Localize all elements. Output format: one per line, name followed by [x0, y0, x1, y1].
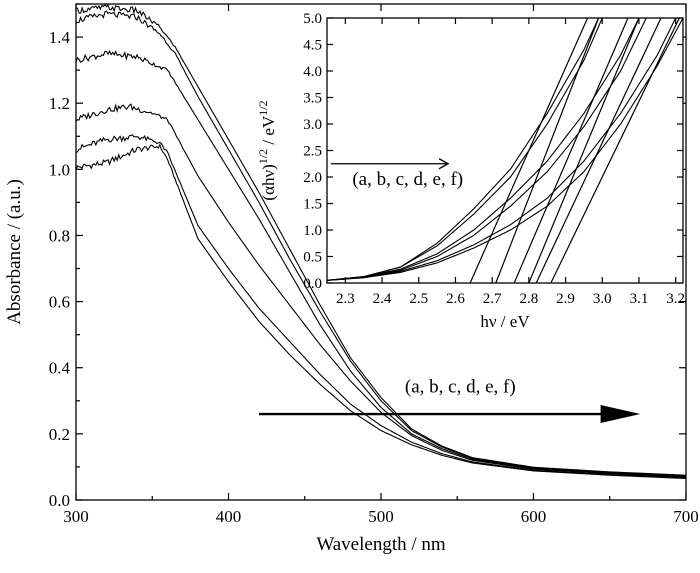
- absorbance-curve-1: [75, 143, 687, 480]
- y-axis-title: Absorbance / (a.u.): [4, 179, 25, 325]
- y-tick-label: 0.6: [49, 293, 70, 312]
- tauc-curve-2: [327, 18, 683, 281]
- inset-plot: 2.3 2.4 2.5 2.6 2.7 2.8 2.9 3.0 3.1 3.2 0.0 0.5 1.0 1…: [256, 11, 685, 331]
- x-axis-title: Wavelength / nm: [316, 534, 446, 555]
- inset-x-tick-label: 3.2: [666, 291, 685, 307]
- tauc-fit-line-6: [550, 18, 680, 283]
- y-tick-label: 0.0: [49, 491, 70, 510]
- absorbance-curve-5: [75, 10, 687, 477]
- absorbance-curve-6: [75, 3, 687, 476]
- x-tick-label: 700: [673, 507, 699, 526]
- inset-y-tick-label: 2.5: [303, 144, 322, 160]
- inset-y-tick-label: 3.5: [303, 91, 322, 107]
- inset-x-axis-title: hν / eV: [480, 312, 530, 331]
- y-tick-label: 0.2: [49, 425, 70, 444]
- inset-plot-area: [327, 18, 683, 283]
- x-tick-label: 400: [216, 507, 242, 526]
- y-tick-label: 0.8: [49, 226, 70, 245]
- inset-x-tick-label: 2.9: [556, 291, 575, 307]
- tauc-fit-line-4: [528, 18, 640, 283]
- annotation-arrow-head: [600, 405, 641, 424]
- inset-y-tick-label: 1.5: [303, 197, 322, 213]
- inset-y-tick-label: 2.0: [303, 170, 322, 186]
- inset-y-tick-label: 3.0: [303, 117, 322, 133]
- tauc-fit-line-3: [513, 18, 629, 283]
- inset-y-axis-title: (αhν)1/2 / eV1/2: [256, 100, 278, 200]
- inset-background: [327, 18, 683, 283]
- inset-y-tick-label: 4.0: [303, 64, 322, 80]
- inset-x-tick-label: 2.7: [483, 291, 502, 307]
- tauc-fit-line-1: [469, 18, 589, 283]
- inset-annotation-label: (a, b, c, d, e, f): [352, 169, 463, 190]
- inset-y-tick-label: 1.0: [303, 223, 322, 239]
- x-tick-label: 500: [368, 507, 394, 526]
- inset-x-tick-label: 3.1: [630, 291, 649, 307]
- tauc-curve-5: [327, 18, 683, 281]
- x-tick-label: 300: [63, 507, 89, 526]
- inset-x-tick-label: 2.6: [446, 291, 465, 307]
- tauc-curve-4: [327, 18, 683, 281]
- tauc-fit-line-2: [495, 18, 600, 283]
- inset-y-tick-label: 0.0: [303, 276, 322, 292]
- y-tick-label: 1.4: [49, 28, 71, 47]
- tauc-curve-6: [327, 18, 683, 281]
- y-tick-label: 1.2: [49, 94, 70, 113]
- y-tick-label: 1.0: [49, 160, 70, 179]
- y-tick-label: 0.4: [49, 359, 71, 378]
- annotation-label: (a, b, c, d, e, f): [405, 377, 516, 398]
- inset-y-tick-label: 0.5: [303, 250, 322, 266]
- main-plot: 300 400 500 600 700 0.0 0.2 0.4 0.6 0.8 1.0 1.2 1.4 W…: [4, 3, 699, 555]
- inset-x-tick-label: 2.3: [336, 291, 355, 307]
- inset-arrow-head: [438, 158, 450, 170]
- x-tick-label: 600: [521, 507, 547, 526]
- inset-y-tick-label: 5.0: [303, 11, 322, 27]
- absorbance-curve-2: [75, 134, 687, 479]
- inset-x-tick-label: 2.4: [373, 291, 392, 307]
- inset-x-tick-label: 2.8: [519, 291, 538, 307]
- tauc-fit-line-5: [535, 18, 662, 283]
- inset-x-tick-label: 2.5: [409, 291, 428, 307]
- inset-y-tick-label: 4.5: [303, 38, 322, 54]
- absorbance-curve-4: [75, 49, 687, 478]
- inset-x-tick-label: 3.0: [593, 291, 612, 307]
